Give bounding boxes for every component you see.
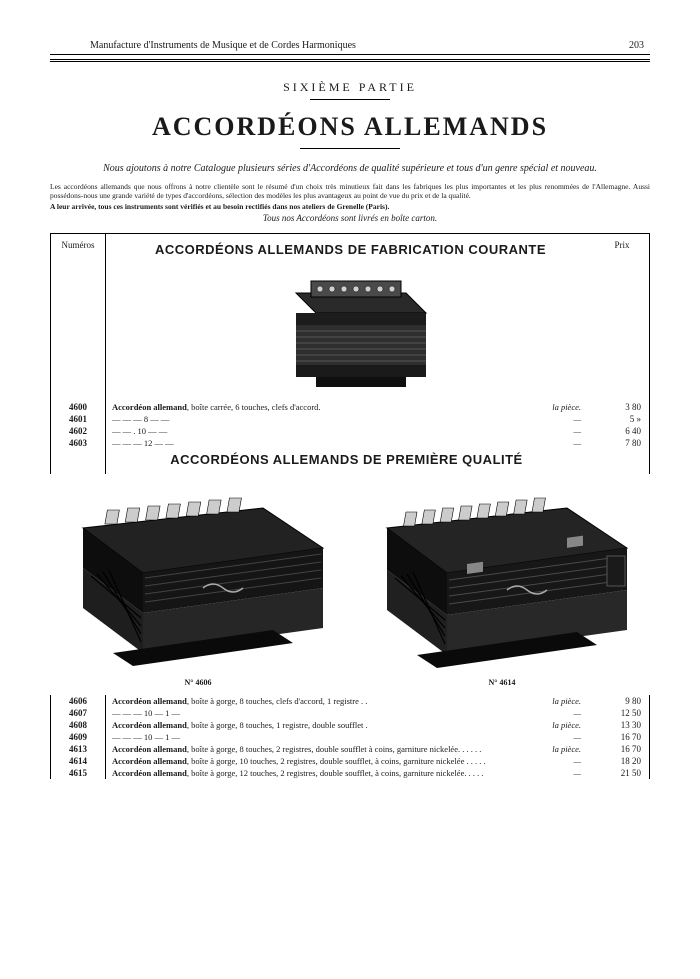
item-price: 16 70 — [587, 731, 650, 743]
catalog-row: 4613Accordéon allemand, boîte à gorge, 8… — [50, 743, 650, 755]
caption-right: N° 4614 — [367, 678, 637, 687]
item-description: — — — 10 — 1 —— — [106, 731, 587, 743]
item-description: Accordéon allemand, boîte à gorge, 12 to… — [106, 767, 587, 779]
unit-label: — — [573, 756, 581, 766]
intro-body: Les accordéons allemands que nous offron… — [50, 182, 650, 201]
catalog-row: 4602— — . 10 — ——6 40 — [50, 425, 650, 437]
section1-rows: 4600Accordéon allemand, boîte carrée, 6 … — [50, 401, 650, 449]
col-header-numeros: Numéros — [50, 234, 106, 401]
col-header-prix: Prix — [595, 234, 650, 401]
publisher-name: Manufacture d'Instruments de Musique et … — [90, 40, 356, 51]
item-number: 4608 — [50, 719, 106, 731]
accordion-illustration-2 — [63, 478, 333, 678]
header-rule — [50, 54, 650, 62]
unit-label: — — [573, 708, 581, 718]
item-price: 6 40 — [587, 425, 650, 437]
item-price: 3 80 — [587, 401, 650, 413]
page: Manufacture d'Instruments de Musique et … — [0, 0, 700, 979]
item-number: 4613 — [50, 743, 106, 755]
unit-label: la pièce. — [552, 402, 581, 412]
unit-label: — — [573, 732, 581, 742]
item-description: — — — 8 — —— — [106, 413, 587, 425]
part-title: SIXIÈME PARTIE — [50, 80, 650, 95]
item-description: Accordéon allemand, boîte à gorge, 10 to… — [106, 755, 587, 767]
unit-label: — — [573, 426, 581, 436]
catalog-row: 4608Accordéon allemand, boîte à gorge, 8… — [50, 719, 650, 731]
item-number: 4603 — [50, 437, 106, 449]
caption-left: N° 4606 — [63, 678, 333, 687]
main-title: ACCORDÉONS ALLEMANDS — [50, 112, 650, 142]
unit-label: la pièce. — [552, 744, 581, 754]
item-description: Accordéon allemand, boîte à gorge, 8 tou… — [106, 719, 587, 731]
item-number: 4600 — [50, 401, 106, 413]
unit-label: — — [573, 438, 581, 448]
catalog-row: 4600Accordéon allemand, boîte carrée, 6 … — [50, 401, 650, 413]
accordion-image-pair: N° 4606 — [50, 478, 650, 693]
prix-label: Prix — [595, 240, 649, 250]
item-description: — — — 12 — —— — [106, 437, 587, 449]
item-description: — — — 10 — 1 —— — [106, 707, 587, 719]
item-number: 4615 — [50, 767, 106, 779]
part-title-rule — [310, 99, 390, 100]
item-number: 4601 — [50, 413, 106, 425]
item-number: 4614 — [50, 755, 106, 767]
catalog-row: 4603— — — 12 — ——7 80 — [50, 437, 650, 449]
item-price: 9 80 — [587, 695, 650, 707]
item-number: 4606 — [50, 695, 106, 707]
running-header: Manufacture d'Instruments de Musique et … — [50, 40, 650, 54]
unit-label: — — [573, 768, 581, 778]
item-number: 4602 — [50, 425, 106, 437]
catalog-row: 4615Accordéon allemand, boîte à gorge, 1… — [50, 767, 650, 779]
unit-label: — — [573, 414, 581, 424]
item-price: 18 20 — [587, 755, 650, 767]
unit-label: la pièce. — [552, 720, 581, 730]
item-description: Accordéon allemand, boîte à gorge, 8 tou… — [106, 695, 587, 707]
section2-title: ACCORDÉONS ALLEMANDS DE PREMIÈRE QUALITÉ — [112, 452, 581, 467]
item-number: 4609 — [50, 731, 106, 743]
accordion-left-wrap: N° 4606 — [63, 478, 333, 693]
catalog-row: 4607— — — 10 — 1 ——12 50 — [50, 707, 650, 719]
item-price: 13 30 — [587, 719, 650, 731]
item-description: — — . 10 — —— — [106, 425, 587, 437]
catalog-row: 4609— — — 10 — 1 ——16 70 — [50, 731, 650, 743]
accordion-illustration-3 — [367, 478, 637, 678]
item-price: 12 50 — [587, 707, 650, 719]
unit-label: la pièce. — [552, 696, 581, 706]
item-price: 5 » — [587, 413, 650, 425]
main-title-rule — [300, 148, 400, 149]
catalog-row: 4606Accordéon allemand, boîte à gorge, 8… — [50, 695, 650, 707]
item-description: Accordéon allemand, boîte à gorge, 8 tou… — [106, 743, 587, 755]
col-main: ACCORDÉONS ALLEMANDS DE FABRICATION COUR… — [106, 234, 595, 401]
item-price: 16 70 — [587, 743, 650, 755]
catalog-header: Numéros ACCORDÉONS ALLEMANDS DE FABRICAT… — [50, 233, 650, 401]
item-number: 4607 — [50, 707, 106, 719]
section1-title: ACCORDÉONS ALLEMANDS DE FABRICATION COUR… — [112, 242, 589, 257]
item-price: 21 50 — [587, 767, 650, 779]
section2-title-row: ACCORDÉONS ALLEMANDS DE PREMIÈRE QUALITÉ — [50, 449, 650, 474]
intro-final-italic: Tous nos Accordéons sont livrés en boîte… — [50, 213, 650, 223]
accordion-right-wrap: N° 4614 — [367, 478, 637, 693]
catalog-row: 4614Accordéon allemand, boîte à gorge, 1… — [50, 755, 650, 767]
intro-bold: A leur arrivée, tous ces instruments son… — [50, 202, 650, 211]
numeros-label: Numéros — [51, 240, 105, 250]
intro-italic: Nous ajoutons à notre Catalogue plusieur… — [50, 163, 650, 176]
item-description: Accordéon allemand, boîte carrée, 6 touc… — [106, 401, 587, 413]
page-number: 203 — [629, 40, 644, 51]
item-price: 7 80 — [587, 437, 650, 449]
accordion-illustration-1 — [256, 263, 446, 393]
section2-rows: 4606Accordéon allemand, boîte à gorge, 8… — [50, 695, 650, 779]
catalog-row: 4601— — — 8 — ——5 » — [50, 413, 650, 425]
